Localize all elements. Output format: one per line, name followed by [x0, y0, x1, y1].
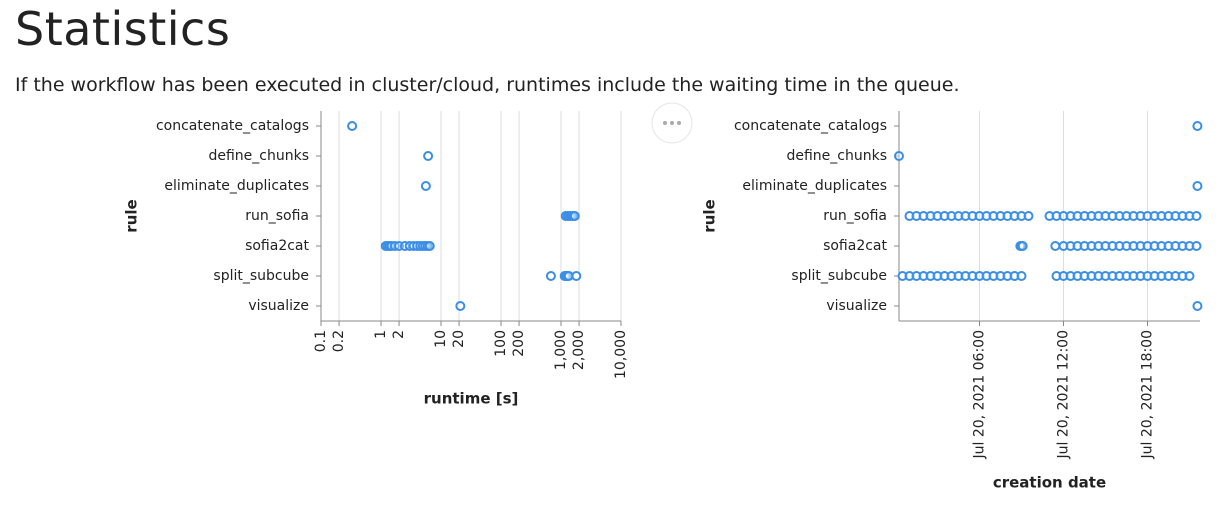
point: [420, 181, 431, 191]
y-axis-title: rule: [123, 199, 141, 232]
x-axis-title: runtime [s]: [424, 390, 519, 408]
point: [1192, 181, 1203, 191]
y-tick-label: visualize: [248, 298, 309, 314]
point: [1184, 271, 1195, 281]
x-tick-label: 1,000: [553, 330, 569, 370]
y-tick-label: eliminate_duplicates: [164, 178, 309, 194]
x-tick-label: 2,000: [571, 330, 587, 370]
x-axis-title: creation date: [993, 474, 1106, 492]
point: [569, 211, 580, 221]
y-tick-label: run_sofia: [245, 208, 309, 224]
point: [1192, 301, 1203, 311]
page-title: Statistics: [15, 2, 231, 56]
point: [423, 151, 434, 161]
y-tick-label: eliminate_duplicates: [742, 178, 887, 194]
point: [545, 271, 556, 281]
point: [1017, 241, 1028, 251]
x-tick-label: 0.1: [313, 330, 329, 352]
chart: Jul 20, 2021 06:00 Jul 20, 2021 12:00 Jul …: [701, 111, 1203, 492]
x-tick-label: Jul 20, 2021 06:00: [972, 330, 988, 459]
x-tick-label: 200: [511, 330, 527, 357]
x-tick-label: Jul 20, 2021 18:00: [1140, 330, 1156, 459]
point: [1191, 241, 1202, 251]
chart-menu-button[interactable]: [651, 102, 693, 144]
y-tick-label: run_sofia: [823, 208, 887, 224]
x-tick-label: Jul 20, 2021 12:00: [1056, 330, 1072, 459]
point: [1023, 211, 1034, 221]
x-tick-label: 0.2: [331, 330, 347, 352]
y-tick-label: sofia2cat: [245, 238, 309, 254]
y-tick-label: concatenate_catalogs: [734, 118, 887, 134]
y-axis-title: rule: [701, 199, 719, 232]
page-description: If the workflow has been executed in clu…: [15, 74, 960, 96]
x-tick-label: 20: [451, 330, 467, 348]
y-tick-label: split_subcube: [213, 268, 309, 284]
point: [894, 151, 904, 161]
x-tick-label: 100: [493, 330, 509, 357]
point: [455, 301, 466, 311]
y-tick-label: sofia2cat: [823, 238, 887, 254]
y-tick-label: split_subcube: [791, 268, 887, 284]
x-tick-label: 10,000: [613, 330, 629, 379]
point: [424, 241, 435, 251]
x-tick-label: 10: [433, 330, 449, 348]
point: [1192, 121, 1203, 131]
point: [1016, 271, 1027, 281]
y-tick-label: define_chunks: [786, 148, 887, 164]
y-tick-label: define_chunks: [208, 148, 309, 164]
point: [347, 121, 358, 131]
chart: 0.1 0.2 1 2 10 20 100 200 1,000 2,000 10,000 concat…: [123, 111, 629, 408]
point: [1191, 211, 1202, 221]
point: [571, 271, 582, 281]
y-tick-label: visualize: [826, 298, 887, 314]
point: [1050, 241, 1061, 251]
x-tick-label: 2: [391, 330, 407, 339]
x-tick-label: 1: [373, 330, 389, 339]
y-tick-label: concatenate_catalogs: [156, 118, 309, 134]
